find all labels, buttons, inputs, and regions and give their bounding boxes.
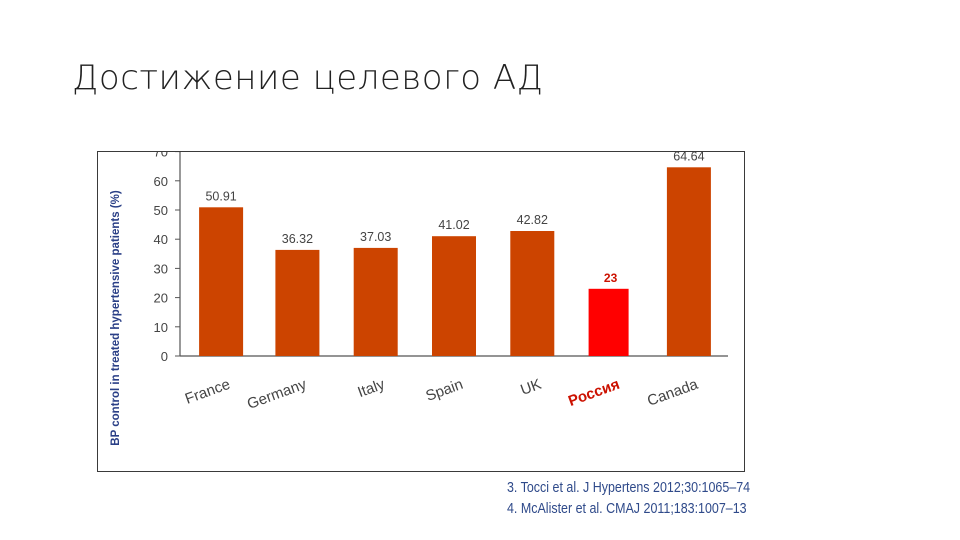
y-tick-label: 60 [154,174,168,189]
y-tick-label: 50 [154,203,168,218]
bar-value-label: 37.03 [360,230,391,244]
chart-frame: BP control in treated hypertensive patie… [97,151,745,472]
y-tick-label: 20 [154,291,168,306]
x-tick-label: Canada [645,376,701,410]
bar [353,247,398,356]
bar-value-label: 42.82 [517,213,548,227]
x-tick-label: France [183,376,233,408]
y-tick-label: 0 [161,349,168,364]
reference-3: 3. Tocci et al. J Hypertens 2012;30:1065… [507,480,751,496]
bar-value-label: 23 [604,271,618,285]
bar [510,231,555,356]
x-tick-label: Spain [423,376,465,405]
bar-value-label: 41.02 [438,218,469,232]
bar-value-label: 36.32 [282,232,313,246]
y-tick-label: 30 [154,261,168,276]
x-tick-label: Россия [566,376,622,410]
x-tick-label: Italy [355,376,387,402]
bar-chart: BP control in treated hypertensive patie… [110,152,728,446]
references: 3. Tocci et al. J Hypertens 2012;30:1065… [507,478,750,520]
reference-4: 4. McAlister et al. CMAJ 2011;183:1007–1… [507,501,747,517]
slide-title: Достижение целевого АД [72,58,544,98]
bar [432,236,476,356]
bar [199,207,244,356]
x-tick-label: Germany [245,376,309,413]
x-tick-label: UK [518,376,543,399]
bar-value-label: 50.91 [205,189,236,203]
bar [666,167,711,356]
bar-value-label: 64.64 [673,152,704,163]
y-tick-label: 40 [154,232,168,247]
y-tick-label: 10 [154,320,168,335]
bar [275,249,320,356]
y-axis-title: BP control in treated hypertensive patie… [110,190,122,446]
bar-highlight [588,288,629,356]
y-tick-label: 70 [154,152,168,160]
